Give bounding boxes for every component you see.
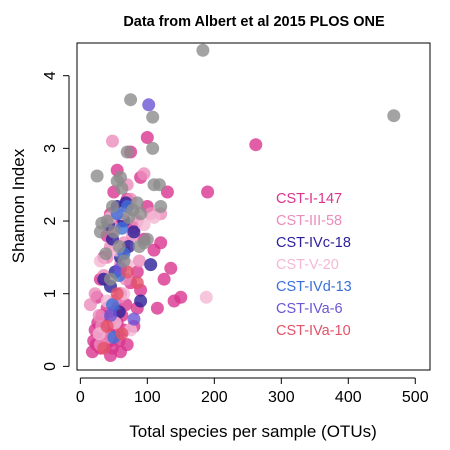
data-point <box>137 167 151 181</box>
data-point <box>134 294 148 308</box>
data-point <box>147 210 161 224</box>
data-point <box>130 196 144 210</box>
data-point <box>137 218 151 232</box>
data-point <box>140 131 154 144</box>
data-point <box>196 43 210 57</box>
data-point <box>144 258 158 272</box>
data-point <box>199 290 213 304</box>
data-point <box>115 327 129 341</box>
data-point <box>107 225 121 239</box>
data-point <box>106 298 119 312</box>
x-tick-label: 300 <box>268 389 295 406</box>
y-tick-label: 3 <box>42 144 59 153</box>
legend-entry: CST-IVa-6 <box>276 301 343 317</box>
points-layer <box>83 43 401 362</box>
data-point <box>124 93 138 107</box>
y-tick-label: 2 <box>42 216 59 225</box>
data-point <box>132 240 146 253</box>
data-point <box>120 265 134 279</box>
data-point <box>83 298 97 312</box>
legend-entry: CST-I-147 <box>276 191 342 207</box>
data-point <box>134 207 148 221</box>
x-tick-label: 0 <box>76 389 85 406</box>
data-point <box>115 181 129 195</box>
legend: CST-I-147 CST-III-58 CST-IVc-18 CST-V-20 CST… <box>276 191 352 339</box>
x-tick-label: 400 <box>335 389 362 406</box>
legend-entry: CST-IVc-18 <box>276 235 351 251</box>
legend-entry: CST-IVa-10 <box>276 323 351 339</box>
x-tick-label: 500 <box>402 389 429 406</box>
data-point <box>164 261 178 275</box>
data-point <box>117 254 131 268</box>
data-point <box>130 276 144 290</box>
x-axis: 0 100 200 300 400 500 <box>76 377 429 406</box>
legend-entry: CST-IVd-13 <box>276 279 352 295</box>
chart-title: Data from Albert et al 2015 PLOS ONE <box>123 14 385 30</box>
data-point <box>114 170 127 184</box>
data-point <box>157 272 171 286</box>
x-tick-label: 100 <box>134 389 161 406</box>
data-point <box>90 169 104 183</box>
x-axis-label: Total species per sample (OTUs) <box>129 422 377 441</box>
plot-frame <box>76 42 431 371</box>
data-point <box>146 141 160 155</box>
legend-entry: CST-III-58 <box>276 213 342 229</box>
data-point <box>88 287 102 301</box>
data-point <box>110 287 124 301</box>
data-point <box>127 225 141 239</box>
x-tick-label: 200 <box>201 389 228 406</box>
data-point <box>100 319 114 333</box>
data-point <box>201 185 215 199</box>
data-point <box>127 312 141 326</box>
data-point <box>142 98 156 112</box>
data-point <box>120 145 134 159</box>
data-point <box>154 236 168 250</box>
data-point <box>132 254 146 268</box>
data-point <box>146 110 160 124</box>
data-point <box>174 290 188 304</box>
data-point <box>154 200 168 213</box>
data-point <box>104 309 117 322</box>
data-point <box>114 345 127 359</box>
data-point <box>99 247 113 261</box>
data-point <box>92 309 106 322</box>
data-point <box>106 200 119 213</box>
y-axis-label: Shannon Index <box>9 148 28 263</box>
data-point <box>387 109 401 123</box>
data-point <box>130 265 144 279</box>
data-point <box>147 178 161 192</box>
y-tick-label: 0 <box>42 362 59 371</box>
data-point <box>100 214 114 228</box>
data-point <box>249 138 263 152</box>
data-point <box>97 341 111 355</box>
data-point <box>122 210 136 224</box>
data-point <box>112 240 126 253</box>
legend-entry: CST-V-20 <box>276 257 339 273</box>
y-axis: 0 1 2 3 4 <box>42 71 70 371</box>
data-point <box>104 272 117 286</box>
data-point <box>150 301 164 315</box>
y-tick-label: 1 <box>42 289 59 298</box>
y-tick-label: 4 <box>42 71 59 80</box>
data-point <box>106 134 119 148</box>
